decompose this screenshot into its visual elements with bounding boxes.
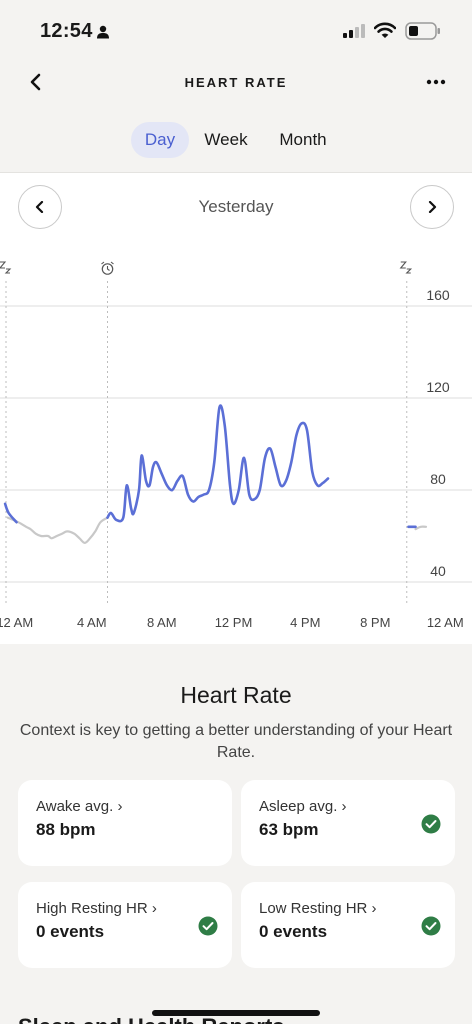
back-button[interactable] [22,68,50,96]
x-tick-label: 8 AM [147,615,177,630]
chevron-left-icon [30,73,41,91]
tab-day[interactable]: Day [131,122,189,158]
y-tick-label: 160 [426,287,450,303]
section-title: Heart Rate [180,682,292,708]
page-title: HEART RATE [184,75,288,90]
date-label: Yesterday [198,197,274,216]
cellular-signal-icon [343,24,365,38]
x-tick-label: 12 PM [215,615,253,630]
low-resting-hr-card[interactable]: Low Resting HR › 0 events [241,882,455,968]
x-tick-label: 8 PM [360,615,390,630]
alarm-clock-hands [106,266,110,271]
person-icon [97,25,109,39]
x-tick-label: 12 AM [427,615,464,630]
x-tick-label: 4 AM [77,615,107,630]
card-value: 0 events [259,922,328,941]
wifi-icon [374,22,396,38]
asleep-hr-line [6,516,109,544]
heart-rate-chart: 160 120 80 40 12 AM 4 AM 8 AM 12 PM 4 PM 8 PM 12 A… [0,261,472,630]
alarm-clock-icon [101,263,114,275]
section-description: Context is key to getting a better under… [19,722,453,761]
tab-week[interactable]: Week [204,130,248,149]
card-label: Low Resting HR › [259,900,377,917]
chart-panel: 160 120 80 40 12 AM 4 AM 8 AM 12 PM 4 PM 8 PM 12 A… [0,172,472,644]
card-label: Asleep avg. › [259,798,347,815]
x-tick-label: 12 AM [0,615,33,630]
previous-day-button[interactable] [18,185,62,229]
card-value: 63 bpm [259,820,319,839]
next-section-title: Sleep and Health Reports [18,1014,285,1024]
status-time: 12:54 [40,20,93,42]
header: HEART RATE [0,62,472,104]
tab-month[interactable]: Month [279,130,327,149]
period-tabs: Day Week Month [0,122,472,158]
chevron-left-icon [35,201,44,213]
status-bar: 12:54 [0,0,472,62]
card-label: Awake avg. › [36,798,123,815]
check-circle-icon [421,916,441,936]
awake-hr-line [106,404,330,523]
asleep-avg-card[interactable]: Asleep avg. › 63 bpm [241,780,455,866]
y-tick-label: 80 [430,471,446,487]
y-tick-label: 40 [430,563,446,579]
y-tick-label: 120 [426,379,450,395]
sleep-zz-icon [0,261,12,274]
card-value: 0 events [36,922,105,941]
card-value: 88 bpm [36,820,96,839]
x-tick-label: 4 PM [290,615,320,630]
more-dots-icon [426,79,446,85]
asleep-hr-line [414,525,428,531]
check-circle-icon [198,916,218,936]
card-label: High Resting HR › [36,900,157,917]
high-resting-hr-card[interactable]: High Resting HR › 0 events [18,882,232,968]
awake-hr-line [3,502,18,524]
alarm-clock-bells [101,261,114,265]
more-options-button[interactable] [420,68,452,96]
next-day-button[interactable] [410,185,454,229]
sleep-zz-icon [399,261,413,274]
chevron-right-icon [428,201,437,213]
awake-avg-card[interactable]: Awake avg. › 88 bpm [18,780,232,866]
battery-icon [405,22,440,40]
check-circle-icon [421,814,441,834]
home-indicator[interactable] [152,1010,320,1016]
